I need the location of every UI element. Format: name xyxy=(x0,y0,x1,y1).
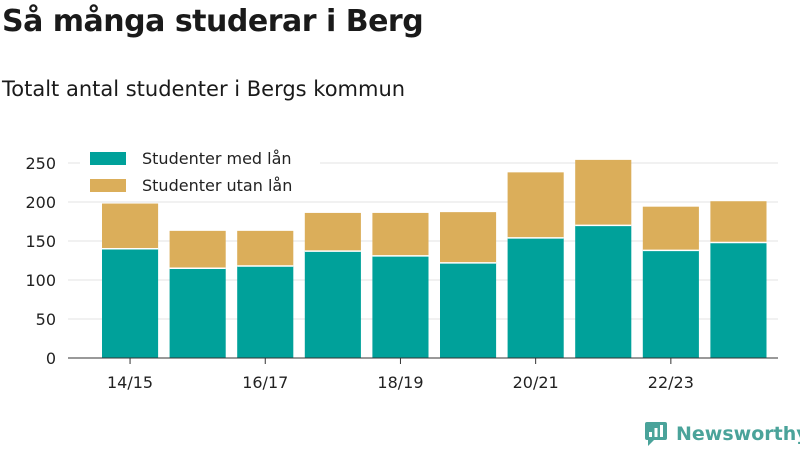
y-axis-ticks: 0 50 100 150 200 250 xyxy=(25,154,56,368)
x-axis-ticks: 14/15 16/17 18/19 20/21 22/23 xyxy=(107,358,694,392)
chart-title: Så många studerar i Berg xyxy=(2,4,424,39)
newsworthy-logo-icon xyxy=(645,422,667,446)
bar-segment-med-lan xyxy=(372,255,429,358)
bar-segment-med-lan xyxy=(642,250,699,358)
bar-segment-utan-lan xyxy=(710,201,767,243)
bar-group xyxy=(102,203,159,358)
legend-swatch xyxy=(90,179,126,192)
bar-segment-utan-lan xyxy=(440,212,497,263)
y-tick-label: 50 xyxy=(36,310,56,329)
bar-segment-med-lan xyxy=(169,268,226,358)
bar-group xyxy=(304,212,361,358)
legend: Studenter med lån Studenter utan lån xyxy=(80,146,320,200)
x-tick-label: 18/19 xyxy=(377,373,423,392)
bar-segment-med-lan xyxy=(102,248,159,358)
x-tick-label: 22/23 xyxy=(648,373,694,392)
bar-segment-utan-lan xyxy=(102,203,159,249)
newsworthy-logo: Newsworthy xyxy=(644,420,800,448)
y-tick-label: 100 xyxy=(25,271,56,290)
bar-group xyxy=(440,212,497,358)
bar-segment-med-lan xyxy=(575,225,632,358)
bar-segment-med-lan xyxy=(507,237,564,358)
x-tick-label: 20/21 xyxy=(513,373,559,392)
bar-group xyxy=(575,159,632,358)
bar-group xyxy=(372,212,429,358)
legend-label: Studenter utan lån xyxy=(142,176,292,195)
bar-segment-utan-lan xyxy=(304,212,361,252)
legend-swatch xyxy=(90,152,126,165)
legend-label: Studenter med lån xyxy=(142,149,292,168)
bar-segment-med-lan xyxy=(440,262,497,358)
bars xyxy=(102,159,767,358)
bar-segment-utan-lan xyxy=(642,206,699,251)
bar-segment-utan-lan xyxy=(169,230,226,269)
brand-name: Newsworthy xyxy=(676,423,800,445)
bar-segment-med-lan xyxy=(710,242,767,358)
y-tick-label: 200 xyxy=(25,193,56,212)
bar-group xyxy=(507,172,564,358)
chart-subtitle: Totalt antal studenter i Bergs kommun xyxy=(2,77,406,101)
x-tick-label: 16/17 xyxy=(242,373,288,392)
bar-group xyxy=(710,201,767,358)
bar-segment-med-lan xyxy=(237,265,294,358)
y-tick-label: 0 xyxy=(46,349,56,368)
bar-segment-utan-lan xyxy=(237,230,294,266)
bar-segment-utan-lan xyxy=(372,212,429,256)
x-tick-label: 14/15 xyxy=(107,373,153,392)
y-tick-label: 150 xyxy=(25,232,56,251)
bar-group xyxy=(169,230,226,358)
bar-segment-utan-lan xyxy=(575,159,632,226)
bar-group xyxy=(237,230,294,358)
bar-segment-med-lan xyxy=(304,251,361,358)
stacked-bar-chart: 0 50 100 150 200 250 14/15 16/17 18/19 20/21 22/2… xyxy=(25,146,778,392)
y-tick-label: 250 xyxy=(25,154,56,173)
bar-segment-utan-lan xyxy=(507,172,564,238)
bar-group xyxy=(642,206,699,358)
